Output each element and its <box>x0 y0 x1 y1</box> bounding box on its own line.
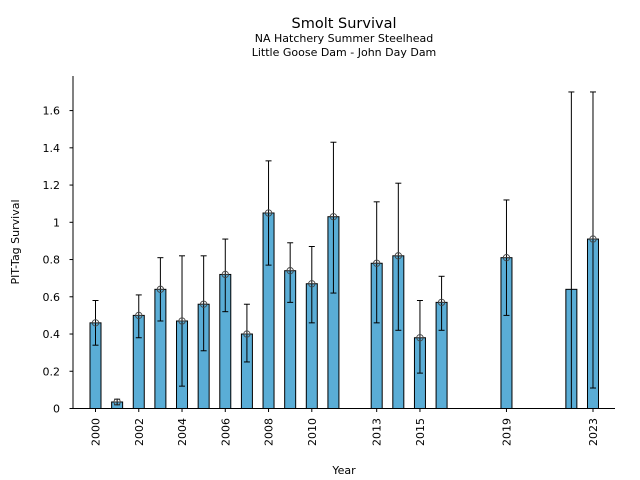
x-tick-label: 2004 <box>176 418 189 446</box>
y-tick-label: 1 <box>53 216 60 229</box>
y-tick-label: 1.2 <box>43 179 61 192</box>
x-ticks-group: 2000 2002 2004 2006 2008 2010 2013 2015 2019 2023 <box>90 408 600 446</box>
point-marker-2023 <box>589 235 597 243</box>
x-tick-label: 2010 <box>306 418 319 446</box>
point-marker-2016 <box>437 298 446 307</box>
error-bar-2011 <box>330 141 337 294</box>
point-marker-2009 <box>286 267 294 275</box>
x-tick-label: 2008 <box>263 418 276 446</box>
point-marker-2004 <box>178 317 186 325</box>
bars-group <box>89 212 599 410</box>
point-marker-2007 <box>243 330 251 338</box>
x-tick-label: 2015 <box>414 418 427 446</box>
y-ticks-group: 0 0.2 0.4 0.6 0.8 1 1.2 1.4 1.6 <box>43 105 73 416</box>
point-marker-2019 <box>502 254 511 262</box>
point-marker-2011 <box>329 213 338 221</box>
x-axis-label: Year <box>331 464 356 477</box>
point-marker-2003 <box>156 285 165 293</box>
point-marker-2010 <box>308 280 316 288</box>
y-tick-label: 1.4 <box>43 142 61 155</box>
chart-title: Smolt Survival <box>292 16 397 32</box>
x-tick-label: 2019 <box>500 418 513 446</box>
point-marker-2006 <box>221 270 229 279</box>
point-marker-2002 <box>135 311 143 320</box>
x-tick-label: 2023 <box>587 418 600 446</box>
chart-subtitle-line-1: NA Hatchery Summer Steelhead <box>255 32 433 45</box>
point-marker-2000 <box>91 319 100 327</box>
error-bar-2010 <box>308 246 315 324</box>
y-axis-label: PIT-Tag Survival <box>9 199 22 284</box>
point-marker-2008 <box>264 209 273 217</box>
error-bar-2016 <box>438 275 445 331</box>
error-bars-group <box>92 91 596 409</box>
y-tick-label: 0.2 <box>43 365 61 378</box>
y-tick-label: 1.6 <box>43 105 61 118</box>
error-bar-2009 <box>287 242 294 303</box>
y-tick-label: 0 <box>53 403 60 416</box>
error-bar-2013 <box>373 201 380 324</box>
point-marker-2014 <box>394 252 402 260</box>
y-tick-label: 0.4 <box>43 328 61 341</box>
x-tick-label: 2002 <box>133 418 146 446</box>
x-tick-label: 2013 <box>371 418 384 446</box>
error-bar-2014 <box>395 182 402 331</box>
x-tick-label: 2006 <box>219 418 232 446</box>
point-marker-2001 <box>113 398 121 406</box>
error-bar-2006 <box>222 238 229 313</box>
point-marker-2015 <box>416 334 424 342</box>
point-marker-2005 <box>199 300 208 308</box>
x-tick-label: 2000 <box>90 418 103 446</box>
markers-group <box>91 209 597 406</box>
point-marker-2013 <box>373 259 381 267</box>
error-bar-2005 <box>200 255 207 352</box>
error-bar-2015 <box>416 300 423 374</box>
error-bar-2023 <box>589 91 596 389</box>
y-tick-label: 0.6 <box>43 291 61 304</box>
error-bar-2007 <box>243 303 250 363</box>
y-tick-label: 0.8 <box>43 254 61 267</box>
error-bar-2022 <box>568 91 575 409</box>
error-bar-2002 <box>135 294 142 339</box>
chart-subtitle-line-2: Little Goose Dam - John Day Dam <box>252 46 437 59</box>
